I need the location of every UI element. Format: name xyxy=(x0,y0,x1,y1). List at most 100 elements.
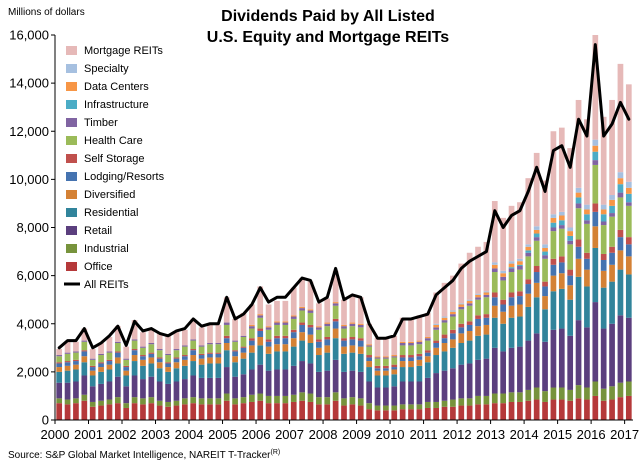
bar-industrial xyxy=(525,389,532,401)
bar-timber xyxy=(450,314,456,317)
bar-diversified xyxy=(408,361,414,368)
bar-diversified xyxy=(491,305,498,318)
bar-data-centers xyxy=(542,247,548,252)
bar-lodging-resorts xyxy=(584,258,590,270)
legend-item-all-reits: All REITs xyxy=(64,279,129,291)
bar-residential xyxy=(374,375,381,388)
bar-mortgage-reits xyxy=(131,320,138,340)
bar-industrial xyxy=(114,397,121,404)
bar-diversified xyxy=(617,250,624,270)
bar-mortgage-reits xyxy=(290,287,297,316)
bar-diversified xyxy=(265,346,272,354)
bar-data-centers xyxy=(508,263,515,268)
bar-self-storage xyxy=(450,329,456,334)
bar-retail xyxy=(383,387,389,406)
bar-mortgage-reits xyxy=(374,338,381,357)
bar-retail xyxy=(408,381,414,405)
legend-item-specialty: Specialty xyxy=(66,63,129,75)
bar-retail xyxy=(441,370,448,401)
bar-office xyxy=(81,400,88,420)
bar-self-storage xyxy=(466,321,473,325)
bar-mortgage-reits xyxy=(190,318,197,340)
bar-residential xyxy=(366,367,372,382)
legend-swatch xyxy=(66,244,77,253)
bar-office xyxy=(290,401,297,420)
bar-residential xyxy=(89,375,96,387)
bar-timber xyxy=(475,297,481,300)
bar-retail xyxy=(223,367,230,394)
bar-infrastructure xyxy=(617,184,624,193)
bar-residential xyxy=(190,361,197,376)
bar-retail xyxy=(525,340,532,390)
bar-mortgage-reits xyxy=(416,315,423,341)
bar-health-care xyxy=(123,359,130,366)
bar-data-centers xyxy=(274,321,280,323)
bar-retail xyxy=(374,387,381,406)
bar-lodging-resorts xyxy=(316,341,322,348)
bar-data-centers xyxy=(383,356,389,358)
bar-mortgage-reits xyxy=(424,312,431,337)
legend-item-diversified: Diversified xyxy=(66,189,135,201)
bar-health-care xyxy=(198,346,205,354)
bar-health-care xyxy=(517,269,523,292)
bar-timber xyxy=(366,345,372,347)
bar-office xyxy=(399,409,406,420)
bar-retail xyxy=(98,383,104,401)
bar-timber xyxy=(625,202,632,206)
bar-health-care xyxy=(483,297,490,315)
bar-mortgage-reits xyxy=(89,349,96,359)
bar-diversified xyxy=(173,362,180,369)
bar-industrial xyxy=(181,398,188,405)
bar-mortgage-reits xyxy=(249,304,255,325)
bar-lodging-resorts xyxy=(433,343,439,348)
bar-mortgage-reits xyxy=(223,297,230,323)
bar-retail xyxy=(458,364,465,399)
bar-office xyxy=(156,405,163,420)
bar-health-care xyxy=(307,312,314,325)
bar-residential xyxy=(609,281,615,324)
bar-health-care xyxy=(391,357,398,365)
bar-diversified xyxy=(383,370,389,376)
bar-lodging-resorts xyxy=(181,356,188,360)
bar-health-care xyxy=(106,352,113,360)
bar-health-care xyxy=(173,350,180,358)
bar-lodging-resorts xyxy=(450,333,456,340)
bar-mortgage-reits xyxy=(441,282,448,317)
bar-lodging-resorts xyxy=(441,338,448,343)
bar-specialty xyxy=(500,270,507,274)
bar-data-centers xyxy=(408,341,414,343)
bar-retail xyxy=(198,377,205,399)
bar-diversified xyxy=(232,356,238,363)
bar-data-centers xyxy=(558,215,565,221)
bar-retail xyxy=(173,381,180,401)
bar-residential xyxy=(140,365,146,380)
bar-mortgage-reits xyxy=(408,317,414,342)
bar-diversified xyxy=(98,367,104,372)
bar-diversified xyxy=(64,365,71,371)
bar-residential xyxy=(240,358,247,375)
bar-office xyxy=(383,410,389,421)
bar-health-care xyxy=(475,299,481,316)
legend-item-lodging-resorts: Lodging/Resorts xyxy=(66,171,165,183)
bar-diversified xyxy=(600,270,607,288)
bar-lodging-resorts xyxy=(466,324,473,331)
bar-lodging-resorts xyxy=(56,363,63,368)
bar-self-storage xyxy=(282,335,289,339)
bar-data-centers xyxy=(366,344,372,346)
bar-self-storage xyxy=(341,338,347,341)
bar-data-centers xyxy=(466,300,473,304)
bar-lodging-resorts xyxy=(424,352,431,357)
bar-diversified xyxy=(391,369,398,375)
bar-specialty xyxy=(567,227,574,232)
bar-office xyxy=(215,404,222,420)
x-tick-label: 2014 xyxy=(510,427,539,442)
bar-self-storage xyxy=(491,292,498,298)
bar-timber xyxy=(316,327,322,330)
bar-industrial xyxy=(567,389,574,401)
bar-diversified xyxy=(349,345,356,353)
bar-data-centers xyxy=(533,229,540,234)
bar-health-care xyxy=(424,340,431,351)
bar-mortgage-reits xyxy=(508,205,515,262)
bar-office xyxy=(181,404,188,420)
legend-swatch xyxy=(66,64,77,73)
